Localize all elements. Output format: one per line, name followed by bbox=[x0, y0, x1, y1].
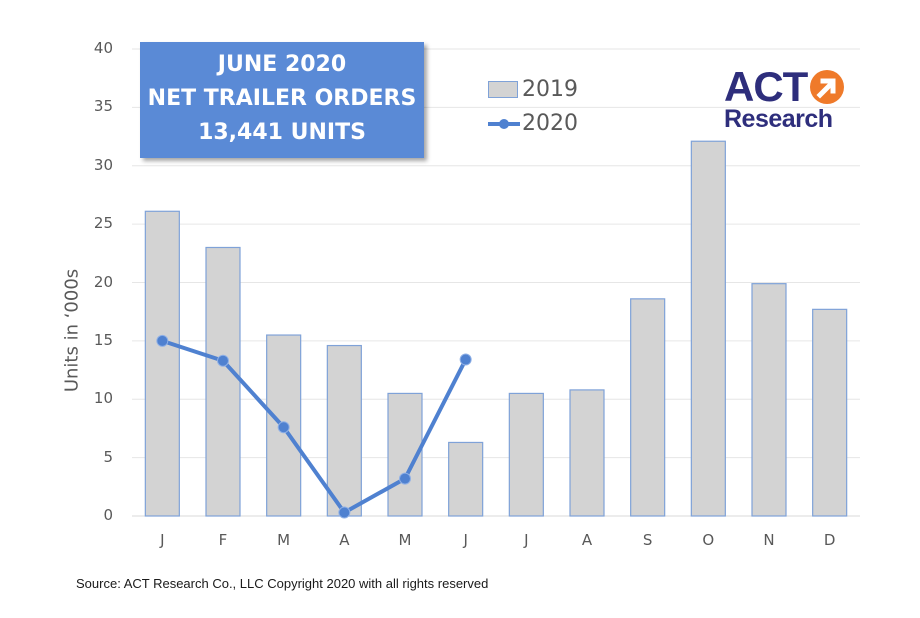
x-tick-label: A bbox=[581, 531, 593, 549]
bar-2019 bbox=[812, 308, 848, 517]
bar-2019 bbox=[326, 344, 362, 517]
logo-act-text: ACT bbox=[724, 63, 808, 110]
point-2020 bbox=[277, 421, 290, 434]
y-tick-label: 35 bbox=[93, 97, 113, 116]
point-2020 bbox=[459, 353, 472, 366]
point-2020 bbox=[338, 506, 351, 519]
line-marker-swatch-icon bbox=[488, 116, 520, 131]
x-tick-label: A bbox=[339, 531, 350, 549]
bar-2019 bbox=[751, 283, 787, 517]
x-tick-label: M bbox=[398, 531, 412, 549]
legend-label-2020: 2020 bbox=[522, 110, 578, 136]
act-research-logo: ACT Research bbox=[724, 63, 864, 133]
logo-research-text: Research bbox=[724, 105, 833, 133]
title-box: JUNE 2020 NET TRAILER ORDERS 13,441 UNIT… bbox=[140, 42, 424, 158]
y-tick-label: 5 bbox=[103, 447, 113, 466]
x-tick-label: M bbox=[277, 531, 291, 549]
x-tick-label: F bbox=[218, 531, 228, 549]
bar-2019 bbox=[508, 392, 544, 517]
x-tick-label: O bbox=[702, 531, 715, 549]
x-tick-label: J bbox=[524, 531, 529, 549]
orange-arrow-circle-icon bbox=[810, 70, 845, 104]
legend-label-2019: 2019 bbox=[522, 76, 578, 102]
x-tick-label: J bbox=[463, 531, 468, 549]
bar-2019 bbox=[448, 441, 484, 517]
line-2020 bbox=[161, 338, 468, 515]
x-tick-label: N bbox=[763, 531, 775, 549]
y-tick-label: 10 bbox=[93, 389, 113, 408]
logo-act-row: ACT bbox=[724, 63, 864, 110]
x-tick-label: D bbox=[823, 531, 836, 549]
y-tick-label: 15 bbox=[93, 330, 113, 349]
point-2020 bbox=[399, 472, 411, 485]
y-tick-label: 25 bbox=[93, 214, 113, 233]
x-tick-label: J bbox=[160, 531, 165, 549]
y-tick-label: 0 bbox=[103, 506, 113, 524]
bar-2019 bbox=[630, 298, 666, 517]
legend: 2019 2020 bbox=[488, 72, 578, 140]
bar-2019 bbox=[690, 140, 726, 517]
legend-item-2020: 2020 bbox=[488, 106, 578, 140]
bar-2019 bbox=[569, 389, 605, 517]
point-2020 bbox=[156, 334, 169, 347]
title-line-1: JUNE 2020 bbox=[217, 52, 347, 77]
y-tick-label: 20 bbox=[93, 272, 113, 291]
title-line-3: 13,441 UNITS bbox=[198, 120, 366, 145]
bar-2019 bbox=[266, 334, 302, 517]
bar-2019 bbox=[144, 210, 180, 517]
point-2020 bbox=[217, 354, 229, 367]
legend-item-2019: 2019 bbox=[488, 72, 578, 106]
bar-swatch-icon bbox=[488, 80, 518, 98]
source-note: Source: ACT Research Co., LLC Copyright … bbox=[76, 576, 489, 591]
x-tick-label: S bbox=[642, 531, 653, 549]
bar-2019 bbox=[205, 246, 241, 517]
y-tick-label: 30 bbox=[93, 155, 113, 174]
y-tick-label: 40 bbox=[93, 39, 113, 57]
title-line-2: NET TRAILER ORDERS bbox=[147, 86, 417, 111]
